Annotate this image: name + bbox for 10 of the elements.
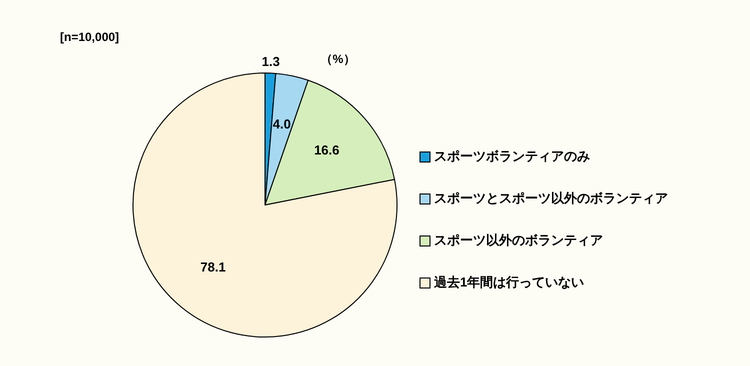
text: （%） xyxy=(320,52,356,66)
legend-label: スポーツボランティアのみ xyxy=(434,148,590,164)
data-label: 78.1 xyxy=(200,260,226,275)
data-label: 4.0 xyxy=(272,116,291,132)
legend-label: スポーツとスポーツ以外のボランティア xyxy=(434,190,668,206)
text: [n=10,000] xyxy=(60,30,120,44)
legend-label: スポーツ以外のボランティア xyxy=(434,232,603,248)
data-label: 1.3 xyxy=(262,54,280,69)
legend-label: 過去1年間は行っていない xyxy=(433,274,584,290)
data-label: 16.6 xyxy=(314,142,340,158)
